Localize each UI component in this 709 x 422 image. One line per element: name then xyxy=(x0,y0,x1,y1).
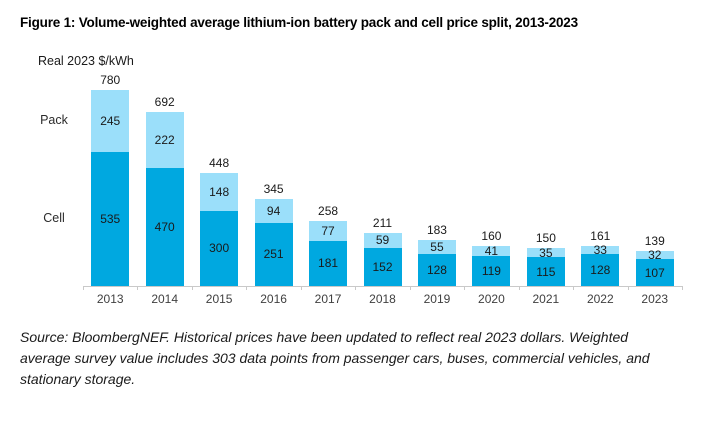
x-axis-tick xyxy=(83,286,84,290)
bar-value-label-cell-2017: 181 xyxy=(318,256,339,271)
x-axis-label-2017: 2017 xyxy=(314,292,342,306)
bar-segment-cell-2013 xyxy=(91,151,130,286)
bar-segment-pack-2021 xyxy=(526,248,565,258)
bar-segment-pack-2022 xyxy=(581,245,620,254)
x-axis-label-2020: 2020 xyxy=(478,292,505,306)
x-axis-tick xyxy=(191,286,193,290)
bar-total-label-2021: 150 xyxy=(535,231,556,246)
bar-segment-cell-2020 xyxy=(472,256,511,286)
bar-value-label-cell-2015: 300 xyxy=(209,241,230,256)
source-note: Source: BloombergNEF. Historical prices … xyxy=(20,327,690,390)
bar-value-label-cell-2016: 251 xyxy=(263,247,284,262)
bar-total-label-2017: 258 xyxy=(318,204,339,219)
x-axis-tick xyxy=(137,286,139,290)
x-axis-label-2015: 2015 xyxy=(205,292,233,306)
bar-value-label-pack-2019: 55 xyxy=(430,239,444,254)
bar-segment-pack-2023 xyxy=(635,251,674,260)
bar-segment-cell-2023 xyxy=(635,259,674,286)
bar-value-label-cell-2023: 107 xyxy=(644,265,665,280)
x-axis-tick xyxy=(355,286,357,290)
bar-value-label-cell-2022: 128 xyxy=(590,262,611,277)
bar-value-label-cell-2018: 152 xyxy=(372,259,393,274)
x-axis-label-2023: 2023 xyxy=(641,292,669,306)
bar-segment-cell-2014 xyxy=(145,167,184,286)
bar-value-label-pack-2015: 148 xyxy=(209,185,230,200)
x-axis-tick xyxy=(627,286,629,290)
x-axis-line xyxy=(83,286,682,287)
y-axis-unit-label: Real 2023 $/kWh xyxy=(38,54,134,68)
source-line: Source: BloombergNEF. Historical prices … xyxy=(20,329,629,345)
bar-total-label-2013: 780 xyxy=(100,73,121,87)
x-axis-label-2021: 2021 xyxy=(532,292,560,306)
bar-segment-cell-2022 xyxy=(581,253,620,286)
bar-total-label-2018: 211 xyxy=(372,215,393,230)
bar-value-label-pack-2018: 59 xyxy=(375,233,390,248)
x-axis-label-2013: 2013 xyxy=(96,292,124,306)
bar-value-label-pack-2022: 33 xyxy=(593,242,607,257)
bar-total-label-2020: 160 xyxy=(481,228,502,243)
bar-value-label-pack-2021: 35 xyxy=(539,245,553,260)
bar-segment-pack-2020 xyxy=(472,245,511,257)
bar-segment-cell-2017 xyxy=(309,240,348,286)
source-line: stationary storage. xyxy=(20,371,136,387)
bar-value-label-pack-2020: 41 xyxy=(484,243,499,258)
x-axis-label-2016: 2016 xyxy=(260,292,287,306)
x-axis-label-2014: 2014 xyxy=(151,292,179,306)
bar-value-label-pack-2013: 245 xyxy=(100,113,121,128)
x-axis-tick xyxy=(409,286,411,290)
bar-segment-pack-2013 xyxy=(91,90,130,152)
bar-total-label-2022: 161 xyxy=(590,228,611,243)
bar-segment-cell-2018 xyxy=(363,247,402,286)
figure-title: Figure 1: Volume-weighted average lithiu… xyxy=(20,15,578,30)
bar-segment-cell-2016 xyxy=(254,222,293,286)
bar-value-label-cell-2014: 470 xyxy=(154,219,175,234)
bar-segment-pack-2019 xyxy=(417,240,456,254)
bar-value-label-pack-2014: 222 xyxy=(154,133,175,147)
x-axis-label-2022: 2022 xyxy=(586,292,614,306)
bar-segment-pack-2016 xyxy=(254,199,293,223)
bar-segment-pack-2018 xyxy=(363,232,402,248)
bar-value-label-pack-2023: 32 xyxy=(648,248,662,263)
bar-value-label-pack-2017: 77 xyxy=(321,223,335,238)
bar-total-label-2016: 345 xyxy=(263,182,284,197)
bar-total-label-2019: 183 xyxy=(426,223,447,237)
x-axis-label-2019: 2019 xyxy=(423,292,451,306)
bar-total-label-2014: 692 xyxy=(154,95,175,110)
bar-value-label-pack-2016: 94 xyxy=(266,204,281,219)
x-axis-tick xyxy=(573,286,575,290)
series-label-cell: Cell xyxy=(43,210,65,225)
bar-segment-cell-2019 xyxy=(417,253,456,286)
x-axis-tick xyxy=(300,286,302,290)
bar-segment-cell-2015 xyxy=(200,210,239,286)
x-axis-tick xyxy=(682,286,683,290)
source-line: average survey value includes 303 data p… xyxy=(20,350,650,366)
bar-value-label-cell-2020: 119 xyxy=(481,264,501,279)
x-axis-tick xyxy=(518,286,520,290)
bar-segment-cell-2021 xyxy=(526,257,565,286)
bar-segment-pack-2015 xyxy=(200,173,239,211)
bar-segment-pack-2014 xyxy=(145,112,184,168)
x-axis-label-2018: 2018 xyxy=(369,292,396,306)
bar-segment-pack-2017 xyxy=(309,221,348,241)
bar-total-label-2015: 448 xyxy=(209,156,230,171)
x-axis-tick xyxy=(246,286,248,290)
bar-value-label-cell-2021: 115 xyxy=(536,264,556,279)
bar-value-label-cell-2019: 128 xyxy=(426,262,447,277)
series-label-pack: Pack xyxy=(40,112,68,127)
x-axis-tick xyxy=(464,286,466,290)
bar-total-label-2023: 139 xyxy=(644,234,665,249)
bar-value-label-cell-2013: 535 xyxy=(100,211,121,226)
